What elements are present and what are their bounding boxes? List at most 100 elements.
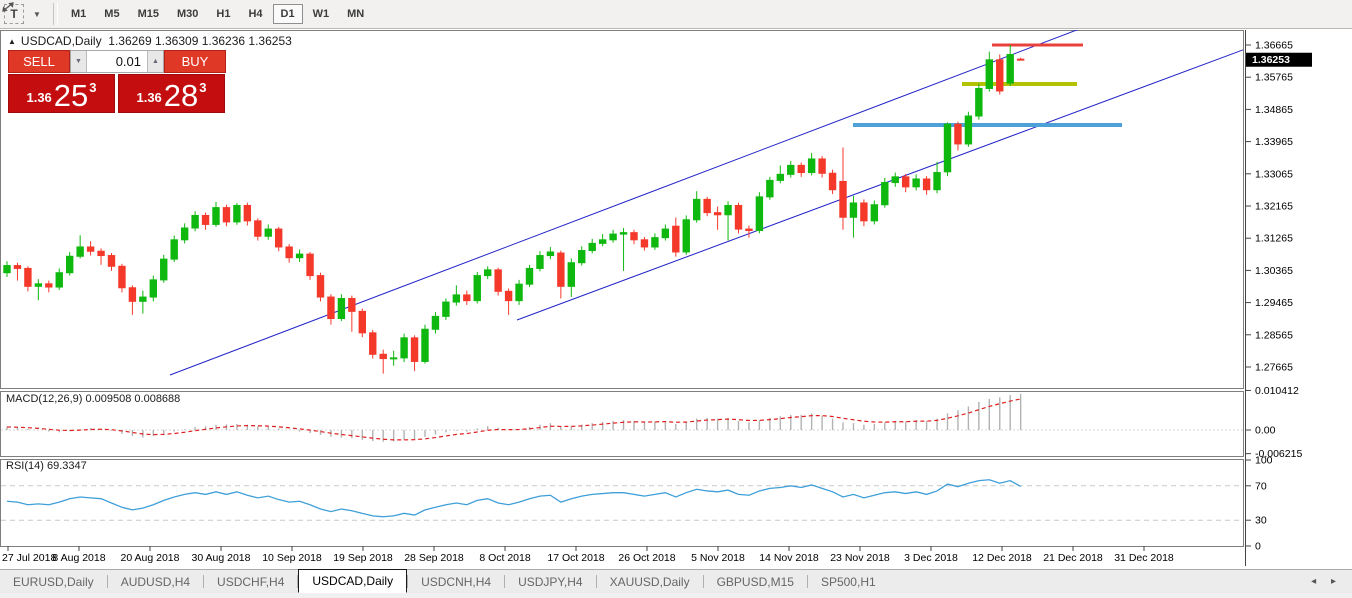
chart-window[interactable]: 1.36665 1.35765 1.34865 1.33965 1.33065 1.321… [0, 29, 1352, 569]
tab-xauusd-daily[interactable]: XAUUSD,Daily [609, 575, 690, 589]
macd-label: MACD(12,26,9) 0.009508 0.008688 [6, 393, 181, 405]
svg-text:1.35765: 1.35765 [1255, 72, 1293, 84]
volume-decrease-button[interactable]: ▼ [71, 51, 87, 72]
candlesticks [3, 44, 1025, 374]
sell-button[interactable]: SELL [8, 50, 70, 73]
timeframe-button-h1[interactable]: H1 [216, 8, 231, 20]
timeframe-button-h4[interactable]: H4 [248, 8, 263, 20]
current-price-marker: 1.36253 [1246, 52, 1312, 67]
volume-increase-button[interactable]: ▲ [147, 51, 163, 72]
svg-text:1.29465: 1.29465 [1255, 297, 1293, 309]
tab-separator [595, 575, 597, 588]
sell-price-figure: 1.36 [26, 90, 52, 105]
svg-text:30 Aug 2018: 30 Aug 2018 [192, 552, 251, 564]
svg-text:70: 70 [1255, 480, 1267, 492]
svg-text:0.010412: 0.010412 [1255, 385, 1299, 397]
macd-pane [1, 393, 1243, 442]
svg-text:28 Sep 2018: 28 Sep 2018 [404, 552, 464, 564]
rsi-pane [1, 479, 1243, 521]
svg-text:1.33065: 1.33065 [1255, 168, 1293, 180]
status-strip [0, 593, 1352, 598]
ohlc-values: 1.36269 1.36309 1.36236 1.36253 [108, 34, 292, 48]
svg-text:1.33965: 1.33965 [1255, 136, 1293, 148]
buy-price-pips: 28 [163, 78, 199, 113]
timeframe-button-m1[interactable]: M1 [71, 8, 87, 20]
volume-input[interactable]: 0.01 [115, 54, 141, 69]
tab-usdjpy-h4[interactable]: USDJPY,H4 [518, 575, 583, 589]
svg-text:100: 100 [1255, 455, 1273, 467]
timeframe-button-m30[interactable]: M30 [176, 8, 199, 20]
chart-canvas[interactable]: 1.36665 1.35765 1.34865 1.33965 1.33065 1.321… [0, 29, 1352, 569]
symbol-period-label: USDCAD,Daily [20, 34, 102, 48]
svg-text:23 Nov 2018: 23 Nov 2018 [830, 552, 890, 564]
timeframe-button-d1[interactable]: D1 [272, 4, 303, 24]
svg-text:0: 0 [1255, 541, 1261, 553]
svg-text:27 Jul 2018: 27 Jul 2018 [2, 552, 56, 564]
svg-text:14 Nov 2018: 14 Nov 2018 [759, 552, 819, 564]
svg-text:10 Sep 2018: 10 Sep 2018 [262, 552, 322, 564]
chevron-down-icon: ▼ [33, 9, 41, 19]
svg-text:1.36253: 1.36253 [1252, 54, 1290, 66]
tab-usdcnh-h4[interactable]: USDCNH,H4 [421, 575, 492, 589]
tab-gbpusd-m15[interactable]: GBPUSD,M15 [716, 575, 794, 589]
svg-text:-0.006215: -0.006215 [1255, 448, 1302, 460]
timeframe-button-w1[interactable]: W1 [312, 8, 330, 20]
svg-text:5 Nov 2018: 5 Nov 2018 [691, 552, 745, 564]
chart-tab-bar: EURUSD,Daily AUDUSD,H4 USDCHF,H4 USDCAD,Dai… [0, 569, 1352, 593]
crosshair-tool-button[interactable]: ▼ [2, 2, 46, 24]
svg-text:0.00: 0.00 [1255, 425, 1276, 437]
tab-sp500-h1[interactable]: SP500,H1 [820, 575, 876, 589]
volume-spinner: ▼ 0.01 ▲ [70, 50, 164, 73]
tab-separator [702, 575, 704, 588]
svg-text:21 Dec 2018: 21 Dec 2018 [1043, 552, 1103, 564]
svg-text:1.32165: 1.32165 [1255, 200, 1293, 212]
buy-price-figure: 1.36 [136, 90, 162, 105]
svg-text:12 Dec 2018: 12 Dec 2018 [972, 552, 1032, 564]
tab-separator [806, 575, 808, 588]
svg-text:1.34865: 1.34865 [1255, 104, 1293, 116]
svg-text:1.31265: 1.31265 [1255, 233, 1293, 245]
timeframe-button-m5[interactable]: M5 [104, 8, 120, 20]
collapse-triangle-icon[interactable]: ▲ [8, 37, 16, 46]
timeframe-group: M1 M5 M15 M30 H1 H4 D1 W1 MN [62, 4, 373, 24]
tab-usdchf-h4[interactable]: USDCHF,H4 [217, 575, 285, 589]
rsi-label: RSI(14) 69.3347 [6, 460, 87, 472]
timeframe-button-m15[interactable]: M15 [137, 8, 159, 20]
tab-separator [297, 575, 299, 588]
svg-text:1.27665: 1.27665 [1255, 361, 1293, 373]
svg-text:19 Sep 2018: 19 Sep 2018 [333, 552, 393, 564]
svg-text:8 Aug 2018: 8 Aug 2018 [52, 552, 105, 564]
svg-text:1.30365: 1.30365 [1255, 265, 1293, 277]
svg-text:8 Oct 2018: 8 Oct 2018 [479, 552, 531, 564]
svg-text:1.28565: 1.28565 [1255, 329, 1293, 341]
tab-separator [106, 575, 108, 588]
tab-scroll-arrows[interactable]: ◂ ▸ [1311, 576, 1342, 587]
sell-price-pips: 25 [53, 78, 89, 113]
buy-price-point: 3 [199, 80, 207, 95]
svg-text:30: 30 [1255, 515, 1267, 527]
svg-text:26 Oct 2018: 26 Oct 2018 [618, 552, 675, 564]
tab-eurusd-daily[interactable]: EURUSD,Daily [13, 575, 94, 589]
tab-usdcad-daily[interactable]: USDCAD,Daily [298, 569, 408, 593]
tab-audusd-h4[interactable]: AUDUSD,H4 [120, 575, 191, 589]
crosshair-arrows-icon [2, 2, 14, 12]
buy-button[interactable]: BUY [164, 50, 226, 73]
sell-price-box[interactable]: 1.36 25 3 [8, 74, 115, 113]
tab-separator [407, 575, 409, 588]
svg-text:20 Aug 2018: 20 Aug 2018 [121, 552, 180, 564]
timeframe-button-mn[interactable]: MN [347, 8, 365, 20]
tab-separator [203, 575, 205, 588]
sell-price-point: 3 [89, 80, 97, 95]
toolbar-separator [53, 3, 58, 25]
svg-text:3 Dec 2018: 3 Dec 2018 [904, 552, 958, 564]
price-pane [3, 30, 1243, 376]
text-tool-button[interactable]: T [4, 4, 24, 24]
svg-text:31 Dec 2018: 31 Dec 2018 [1114, 552, 1174, 564]
one-click-trading-panel: SELL ▼ 0.01 ▲ BUY 1.36 25 3 1.36 28 3 [8, 50, 226, 113]
buy-price-box[interactable]: 1.36 28 3 [118, 74, 225, 113]
top-toolbar: T ▼ M1 M5 M15 M30 H1 H4 D1 W1 MN [0, 0, 1352, 29]
svg-text:17 Oct 2018: 17 Oct 2018 [547, 552, 604, 564]
price-axis: 1.36665 1.35765 1.34865 1.33965 1.33065 1.321… [1246, 39, 1302, 553]
chart-title: ▲ USDCAD,Daily 1.36269 1.36309 1.36236 1.… [8, 34, 292, 48]
